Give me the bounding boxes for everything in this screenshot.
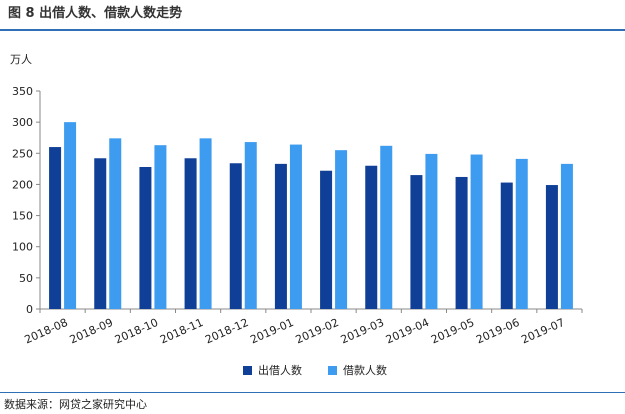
x-tick-label: 2019-07 (519, 316, 566, 347)
legend-swatch-lender (243, 365, 252, 375)
x-tick-label: 2019-05 (429, 316, 476, 347)
bar-borrower (199, 138, 212, 309)
x-tick-label: 2018-08 (23, 316, 70, 347)
y-tick-label: 0 (26, 303, 33, 316)
x-tick-label: 2018-09 (68, 316, 115, 347)
bar-lender (500, 182, 513, 309)
bar-borrower (289, 144, 302, 309)
legend-label-borrower: 借款人数 (343, 364, 387, 377)
top-rule (0, 29, 625, 31)
bottom-rule (0, 392, 625, 393)
bar-lender (184, 158, 197, 309)
bar-lender (94, 158, 107, 309)
x-tick-label: 2019-03 (339, 316, 386, 347)
legend-item-lender: 出借人数 (243, 362, 302, 378)
y-tick-label: 50 (19, 272, 33, 285)
bar-borrower (425, 153, 438, 309)
x-tick-label: 2018-12 (203, 316, 250, 347)
bar-lender (410, 175, 423, 309)
y-tick-label: 150 (12, 210, 33, 223)
figure-title: 图 8 出借人数、借款人数走势 (8, 6, 183, 21)
x-tick-label: 2019-06 (474, 316, 521, 347)
bar-borrower (109, 138, 122, 309)
x-tick-label: 2019-01 (248, 316, 295, 347)
x-tick-label: 2019-02 (294, 316, 341, 347)
bar-borrower (64, 122, 77, 310)
bar-lender (229, 163, 242, 309)
y-tick-label: 250 (12, 147, 33, 160)
x-tick-label: 2019-04 (384, 316, 431, 347)
y-tick-label: 300 (12, 116, 33, 129)
bar-lender (455, 176, 468, 309)
bar-lender (139, 166, 152, 309)
bar-borrower (244, 142, 257, 309)
bar-lender (365, 165, 378, 309)
bar-borrower (154, 145, 167, 309)
legend-label-lender: 出借人数 (258, 364, 302, 377)
bar-borrower (515, 158, 528, 309)
y-axis-unit-label: 万人 (10, 53, 32, 66)
bar-borrower (335, 150, 348, 309)
legend-swatch-borrower (328, 365, 337, 375)
x-tick-label: 2018-10 (113, 316, 160, 347)
bar-lender (320, 170, 333, 309)
legend-item-borrower: 借款人数 (328, 362, 387, 378)
bar-lender (49, 147, 62, 309)
data-source-note: 数据来源：网贷之家研究中心 (4, 398, 147, 411)
y-tick-label: 100 (12, 241, 33, 254)
x-tick-label: 2018-11 (158, 316, 205, 347)
bar-borrower (470, 154, 483, 309)
y-tick-label: 350 (12, 85, 33, 98)
bar-borrower (560, 163, 573, 309)
bar-lender (274, 163, 287, 309)
bar-borrower (380, 145, 393, 309)
chart-legend: 出借人数 借款人数 (243, 362, 413, 378)
bar-lender (545, 185, 558, 309)
y-tick-label: 200 (12, 178, 33, 191)
